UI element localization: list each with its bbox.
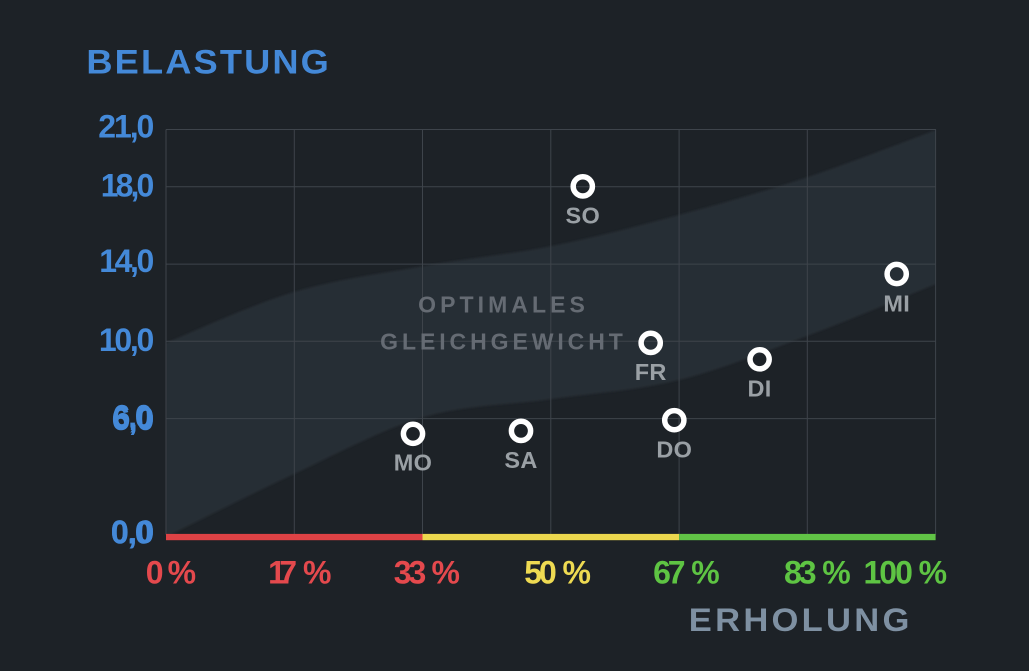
svg-text:ERHOLUNG: ERHOLUNG: [689, 602, 913, 638]
svg-text:50: 50: [524, 554, 557, 590]
svg-text:%: %: [563, 554, 591, 590]
svg-text:OPTIMALES: OPTIMALES: [418, 292, 585, 318]
svg-text:0,0: 0,0: [111, 514, 155, 550]
svg-text:GLEICHGEWICHT: GLEICHGEWICHT: [380, 328, 623, 354]
svg-text:18,0: 18,0: [101, 167, 155, 203]
svg-text:6,0: 6,0: [112, 401, 154, 437]
svg-text:100: 100: [864, 554, 913, 590]
svg-text:0: 0: [146, 554, 164, 590]
svg-text:%: %: [691, 554, 719, 590]
svg-text:DO: DO: [656, 437, 692, 463]
svg-text:%: %: [303, 554, 331, 590]
svg-text:17: 17: [268, 554, 297, 590]
svg-text:BELASTUNG: BELASTUNG: [86, 44, 331, 82]
svg-text:%: %: [432, 554, 460, 590]
svg-text:0,0: 0,0: [111, 515, 153, 551]
svg-text:%: %: [822, 554, 850, 590]
svg-text:%: %: [919, 554, 947, 590]
svg-text:83: 83: [784, 554, 817, 590]
svg-text:0,0: 0,0: [111, 514, 155, 550]
svg-text:SO: SO: [566, 203, 601, 229]
svg-text:MO: MO: [394, 450, 432, 476]
svg-text:DI: DI: [748, 376, 772, 402]
svg-text:%: %: [168, 554, 196, 590]
svg-text:6,0: 6,0: [112, 401, 155, 437]
svg-text:SA: SA: [504, 447, 537, 473]
svg-text:21,0: 21,0: [98, 108, 154, 144]
svg-text:10,0: 10,0: [99, 322, 154, 358]
svg-text:6,0: 6,0: [113, 399, 153, 435]
svg-text:67: 67: [653, 554, 686, 590]
svg-text:FR: FR: [635, 359, 667, 385]
svg-text:33: 33: [394, 554, 427, 590]
svg-text:14,0: 14,0: [99, 243, 154, 279]
svg-text:MI: MI: [883, 290, 910, 316]
